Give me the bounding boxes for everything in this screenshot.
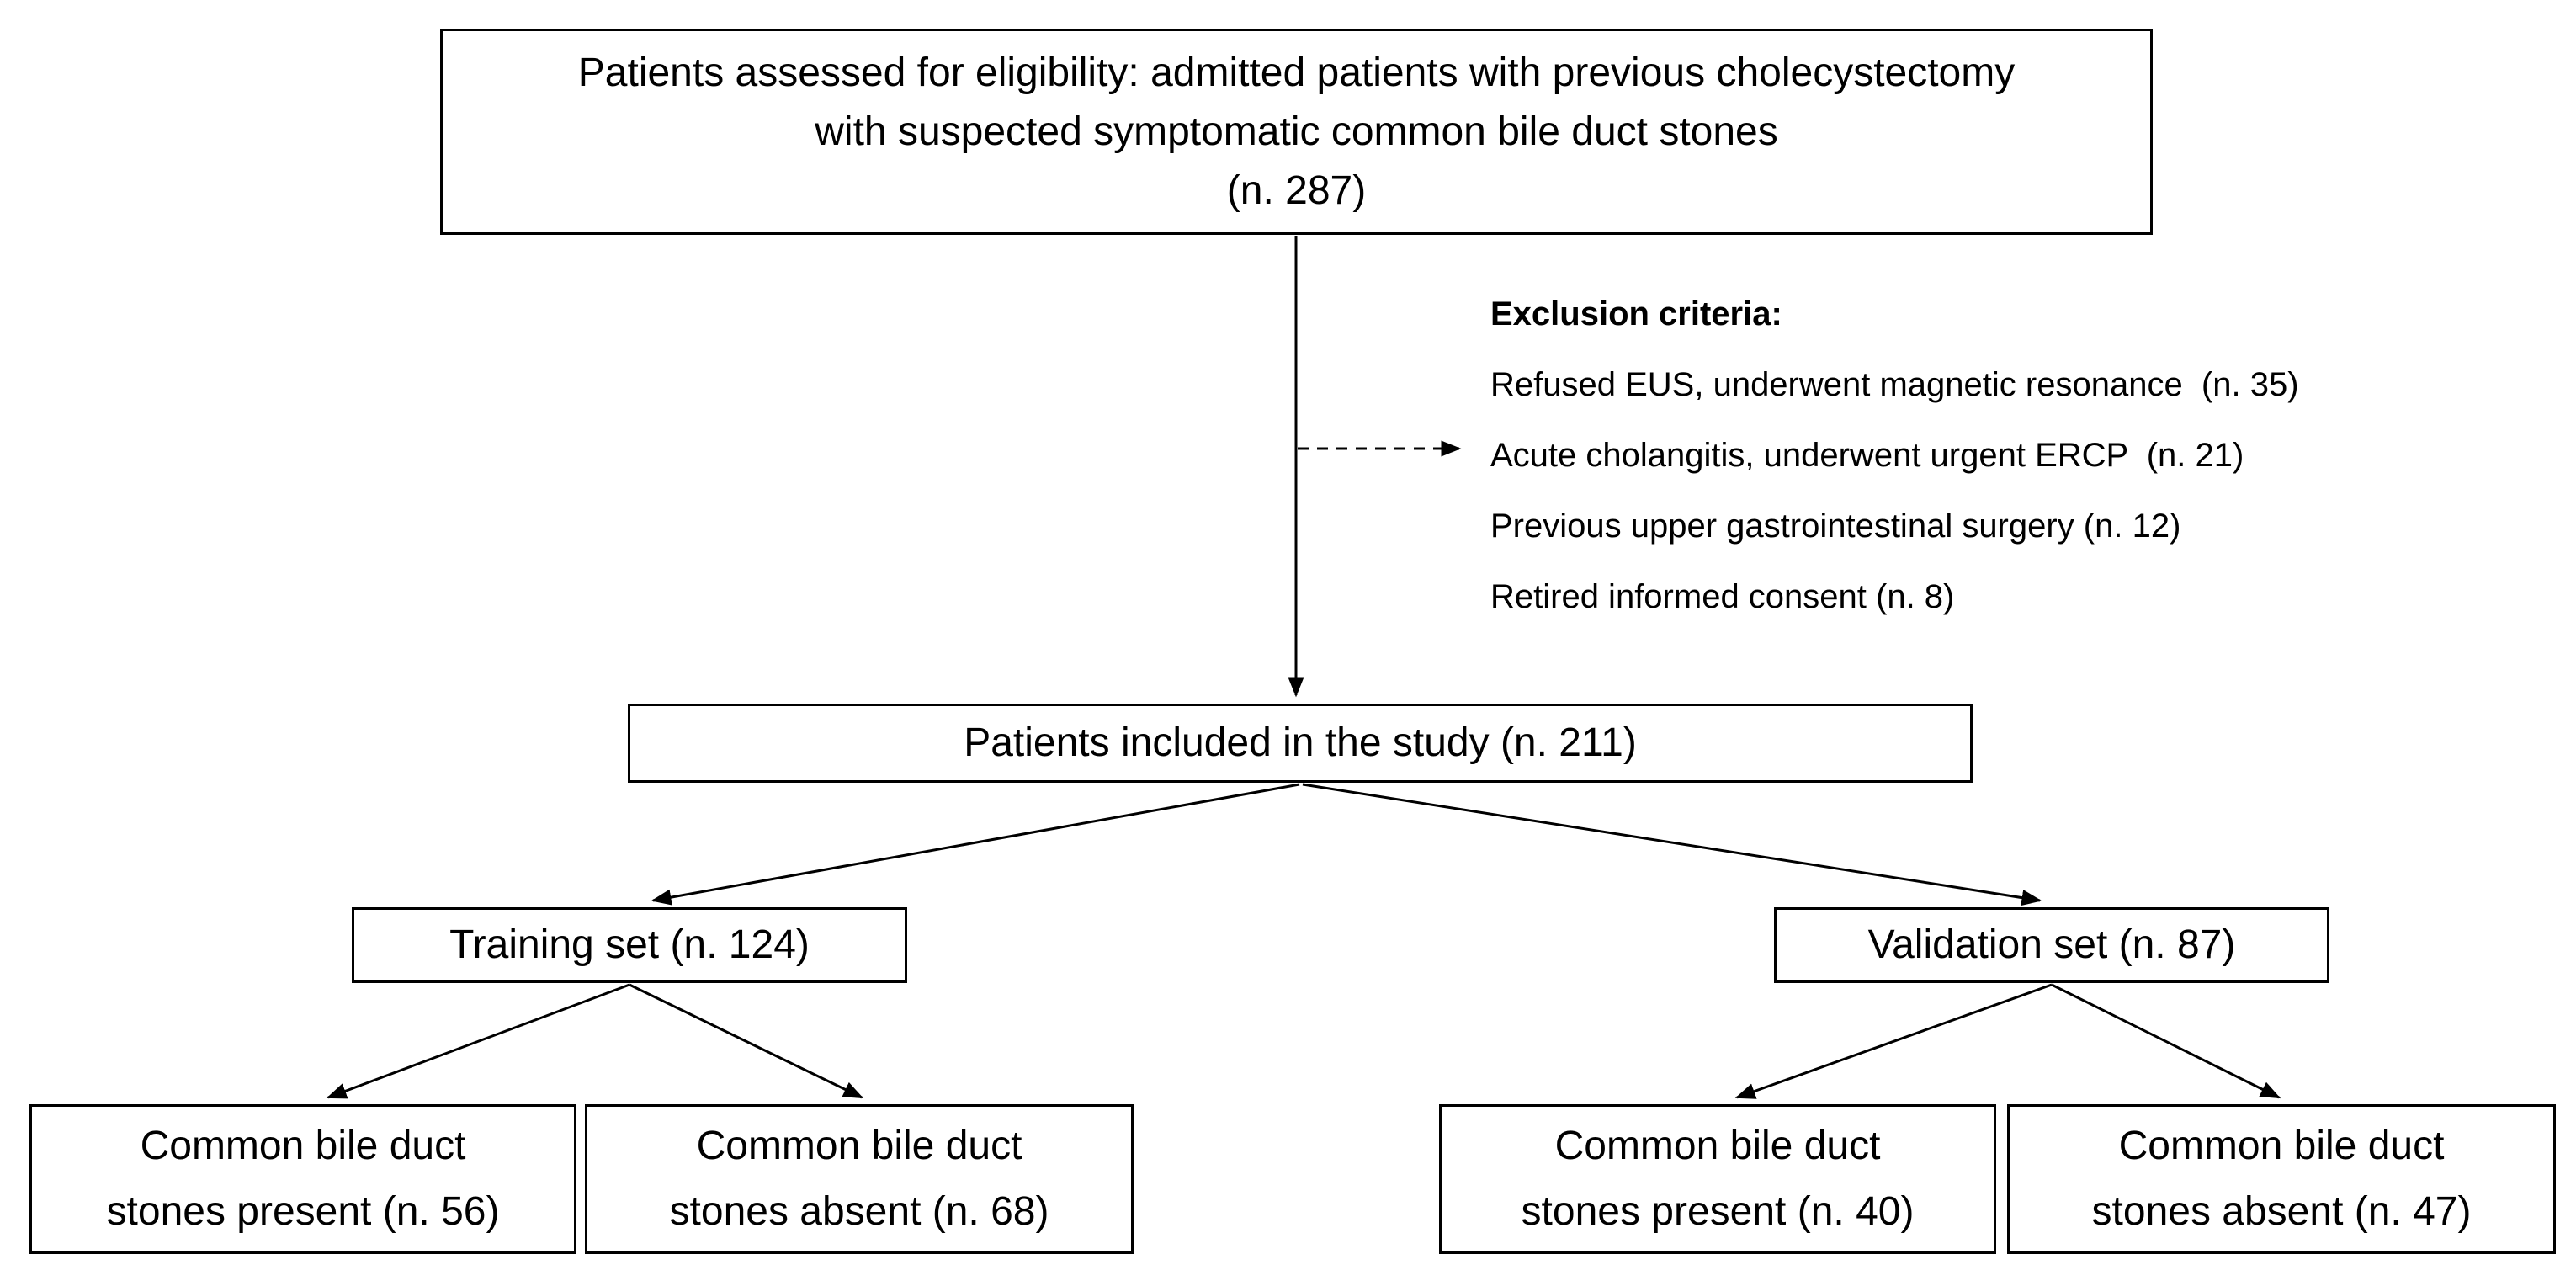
validation-stones-absent-box: Common bile duct stones absent (n. 47)	[2007, 1104, 2556, 1254]
training-stones-absent-box: Common bile duct stones absent (n. 68)	[585, 1104, 1134, 1254]
training-label: Training set (n. 124)	[449, 922, 810, 967]
assessed-line-1: Patients assessed for eligibility: admit…	[577, 50, 2016, 95]
assessed-for-eligibility-box: Patients assessed for eligibility: admit…	[440, 29, 2153, 235]
exclusion-item-retired-consent: Retired informed consent (n. 8)	[1490, 578, 1955, 615]
included-in-study-box: Patients included in the study (n. 211)	[628, 704, 1973, 783]
arrow-validation-to-present	[1734, 983, 2053, 1099]
exclusion-criteria-block: Exclusion criteria: Refused EUS, underwe…	[1490, 279, 2299, 632]
validation-stones-present-box: Common bile duct stones present (n. 40)	[1439, 1104, 1996, 1254]
arrow-training-to-present	[326, 983, 630, 1099]
arrow-included-to-training	[651, 783, 1300, 906]
arrow-included-to-validation	[1302, 783, 2042, 906]
exclusion-title: Exclusion criteria:	[1490, 295, 1782, 332]
exclusion-item-acute-cholangitis: Acute cholangitis, underwent urgent ERCP…	[1490, 437, 2244, 474]
assessed-line-2: with suspected symptomatic common bile d…	[815, 109, 1778, 154]
training-present-line-1: Common bile duct	[140, 1124, 466, 1168]
assessed-count: (n. 287)	[1226, 167, 1367, 213]
arrow-training-to-absent	[629, 983, 864, 1099]
validation-label: Validation set (n. 87)	[1867, 922, 2236, 967]
training-absent-line-1: Common bile duct	[696, 1124, 1022, 1168]
validation-set-box: Validation set (n. 87)	[1774, 907, 2329, 983]
included-label: Patients included in the study (n. 211)	[964, 720, 1637, 765]
validation-present-line-2: stones present (n. 40)	[1521, 1189, 1915, 1234]
validation-present-line-1: Common bile duct	[1554, 1124, 1881, 1168]
exclusion-item-previous-surgery: Previous upper gastrointestinal surgery …	[1490, 507, 2181, 545]
validation-absent-line-2: stones absent (n. 47)	[2091, 1189, 2472, 1234]
training-present-line-2: stones present (n. 56)	[106, 1189, 500, 1234]
training-stones-present-box: Common bile duct stones present (n. 56)	[29, 1104, 576, 1254]
arrow-validation-to-absent	[2051, 983, 2281, 1099]
exclusion-item-refused-eus: Refused EUS, underwent magnetic resonanc…	[1490, 366, 2299, 403]
training-absent-line-2: stones absent (n. 68)	[669, 1189, 1049, 1234]
training-set-box: Training set (n. 124)	[352, 907, 907, 983]
validation-absent-line-1: Common bile duct	[2118, 1124, 2445, 1168]
